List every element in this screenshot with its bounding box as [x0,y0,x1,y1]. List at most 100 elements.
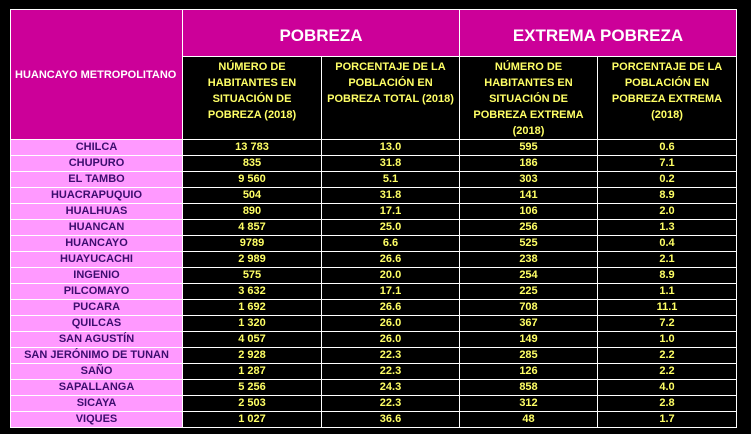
habitantes-pobreza-cell: 4 857 [182,219,322,236]
table-row: SAN JERÓNIMO DE TUNAN 2 928 22.3 285 2.2 [10,347,738,364]
porcentaje-extrema-cell: 1.0 [596,331,738,348]
col-header-habitantes-pobreza: NÚMERO DE HABITANTES EN SITUACIÓN DE POB… [182,56,322,140]
habitantes-pobreza-cell: 2 503 [182,395,322,412]
habitantes-pobreza-cell: 1 287 [182,363,322,380]
table-row: INGENIO 575 20.0 254 8.9 [10,267,738,284]
habitantes-extrema-cell: 254 [459,267,598,284]
pobreza-group-header: POBREZA [182,9,460,57]
table-row: QUILCAS 1 320 26.0 367 7.2 [10,315,738,332]
table-row: PILCOMAYO 3 632 17.1 225 1.1 [10,283,738,300]
porcentaje-extrema-cell: 11.1 [596,299,738,316]
col-header-habitantes-extrema: NÚMERO DE HABITANTES EN SITUACIÓN DE POB… [459,56,598,140]
habitantes-pobreza-cell: 5 256 [182,379,322,396]
habitantes-extrema-cell: 525 [459,235,598,252]
header-row-columns: NÚMERO DE HABITANTES EN SITUACIÓN DE POB… [11,56,738,140]
porcentaje-pobreza-cell: 20.0 [321,267,460,284]
district-name: HUACRAPUQUIO [10,187,183,204]
porcentaje-extrema-cell: 0.6 [596,139,738,156]
porcentaje-pobreza-cell: 31.8 [321,155,460,172]
district-name: SAN AGUSTÍN [10,331,183,348]
district-name: PILCOMAYO [10,283,183,300]
habitantes-extrema-cell: 238 [459,251,598,268]
table-row: HUANCAYO 9789 6.6 525 0.4 [10,235,738,252]
table-row: PUCARA 1 692 26.6 708 11.1 [10,299,738,316]
district-name: VIQUES [10,411,183,428]
district-name: HUALHUAS [10,203,183,220]
porcentaje-extrema-cell: 1.3 [596,219,738,236]
poverty-table: HUANCAYO METROPOLITANO POBREZA EXTREMA P… [10,9,738,428]
habitantes-pobreza-cell: 9789 [182,235,322,252]
habitantes-pobreza-cell: 835 [182,155,322,172]
habitantes-extrema-cell: 256 [459,219,598,236]
porcentaje-extrema-cell: 1.1 [596,283,738,300]
porcentaje-pobreza-cell: 13.0 [321,139,460,156]
habitantes-pobreza-cell: 2 989 [182,251,322,268]
district-name: SAÑO [10,363,183,380]
table-row: VIQUES 1 027 36.6 48 1.7 [10,411,738,428]
habitantes-extrema-cell: 141 [459,187,598,204]
porcentaje-pobreza-cell: 36.6 [321,411,460,428]
porcentaje-pobreza-cell: 26.0 [321,315,460,332]
porcentaje-extrema-cell: 0.4 [596,235,738,252]
district-name: EL TAMBO [10,171,183,188]
header-row-groups: HUANCAYO METROPOLITANO POBREZA EXTREMA P… [10,9,738,140]
porcentaje-pobreza-cell: 22.3 [321,395,460,412]
habitantes-pobreza-cell: 890 [182,203,322,220]
habitantes-pobreza-cell: 1 320 [182,315,322,332]
col-header-porcentaje-pobreza: PORCENTAJE DE LA POBLACIÓN EN POBREZA TO… [321,56,460,140]
district-name: PUCARA [10,299,183,316]
porcentaje-pobreza-cell: 5.1 [321,171,460,188]
table-row: HUALHUAS 890 17.1 106 2.0 [10,203,738,220]
table-body: CHILCA 13 783 13.0 595 0.6 CHUPURO 835 3… [10,139,738,428]
district-name: HUANCAN [10,219,183,236]
porcentaje-extrema-cell: 2.2 [596,347,738,364]
porcentaje-pobreza-cell: 22.3 [321,347,460,364]
porcentaje-extrema-cell: 4.0 [596,379,738,396]
porcentaje-extrema-cell: 2.1 [596,251,738,268]
habitantes-extrema-cell: 858 [459,379,598,396]
porcentaje-extrema-cell: 2.8 [596,395,738,412]
district-name: QUILCAS [10,315,183,332]
table-row: SICAYA 2 503 22.3 312 2.8 [10,395,738,412]
district-name: CHILCA [10,139,183,156]
porcentaje-pobreza-cell: 17.1 [321,203,460,220]
habitantes-extrema-cell: 106 [459,203,598,220]
porcentaje-pobreza-cell: 24.3 [321,379,460,396]
porcentaje-pobreza-cell: 26.6 [321,251,460,268]
porcentaje-pobreza-cell: 22.3 [321,363,460,380]
porcentaje-extrema-cell: 7.2 [596,315,738,332]
habitantes-pobreza-cell: 2 928 [182,347,322,364]
porcentaje-pobreza-cell: 31.8 [321,187,460,204]
porcentaje-pobreza-cell: 26.6 [321,299,460,316]
district-name: CHUPURO [10,155,183,172]
habitantes-pobreza-cell: 504 [182,187,322,204]
extrema-pobreza-group-header: EXTREMA POBREZA [458,9,738,57]
habitantes-extrema-cell: 126 [459,363,598,380]
table-row: CHUPURO 835 31.8 186 7.1 [10,155,738,172]
porcentaje-extrema-cell: 8.9 [596,267,738,284]
habitantes-extrema-cell: 285 [459,347,598,364]
habitantes-pobreza-cell: 3 632 [182,283,322,300]
porcentaje-pobreza-cell: 26.0 [321,331,460,348]
habitantes-pobreza-cell: 13 783 [182,139,322,156]
habitantes-extrema-cell: 225 [459,283,598,300]
district-name: INGENIO [10,267,183,284]
porcentaje-extrema-cell: 2.2 [596,363,738,380]
district-name: HUAYUCACHI [10,251,183,268]
porcentaje-extrema-cell: 0.2 [596,171,738,188]
habitantes-extrema-cell: 186 [459,155,598,172]
table-row: SAN AGUSTÍN 4 057 26.0 149 1.0 [10,331,738,348]
table-row: HUACRAPUQUIO 504 31.8 141 8.9 [10,187,738,204]
porcentaje-extrema-cell: 2.0 [596,203,738,220]
habitantes-pobreza-cell: 9 560 [182,171,322,188]
district-name: SAPALLANGA [10,379,183,396]
habitantes-pobreza-cell: 1 692 [182,299,322,316]
habitantes-extrema-cell: 367 [459,315,598,332]
habitantes-extrema-cell: 312 [459,395,598,412]
habitantes-pobreza-cell: 575 [182,267,322,284]
district-name: SAN JERÓNIMO DE TUNAN [10,347,183,364]
habitantes-extrema-cell: 708 [459,299,598,316]
table-row: CHILCA 13 783 13.0 595 0.6 [10,139,738,156]
habitantes-extrema-cell: 149 [459,331,598,348]
table-row: SAÑO 1 287 22.3 126 2.2 [10,363,738,380]
